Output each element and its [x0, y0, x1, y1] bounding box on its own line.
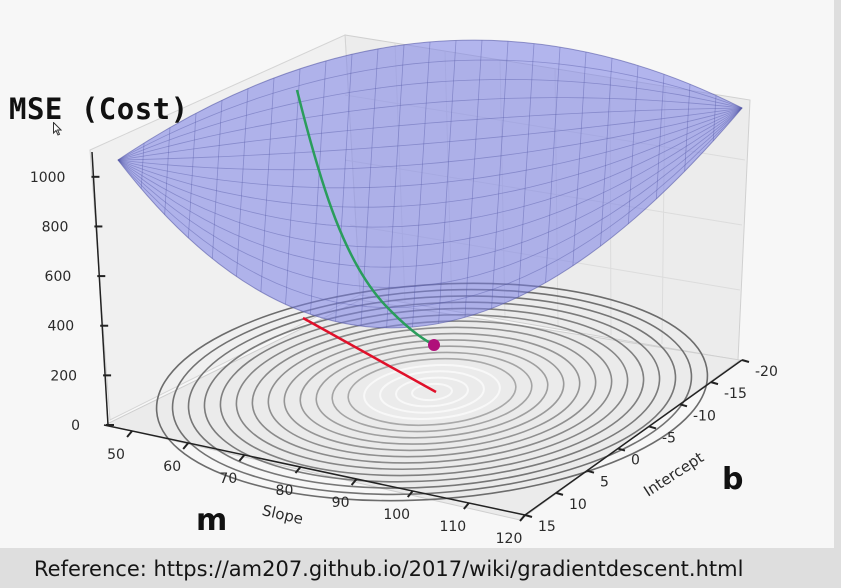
x-tick-label: 80 [276, 483, 294, 499]
surface-grid-line [285, 68, 301, 305]
y-tick-label: 10 [569, 497, 587, 513]
z-tick-label: 0 [71, 418, 80, 434]
x-tick-mark [182, 442, 189, 450]
contour-ring [411, 382, 453, 402]
surface-grid-line [360, 48, 379, 327]
y-tick-label: -10 [693, 408, 716, 424]
x-tick-mark [294, 466, 302, 474]
slope-letter-m: m [196, 503, 227, 538]
surface-grid-line [117, 107, 743, 228]
y-tick-label: 0 [631, 453, 640, 469]
surface-grid-line [187, 113, 197, 238]
x-tick-label: 110 [439, 519, 466, 535]
x-tick-label: 100 [383, 507, 410, 523]
surface-grid-line [545, 47, 561, 283]
z-tick-label: 600 [45, 269, 72, 285]
reference-caption: Reference: https://am207.github.io/2017/… [34, 557, 744, 581]
surface-grid-line [655, 74, 665, 199]
y-tick-label: -5 [662, 430, 676, 446]
surface-grid-line [310, 60, 327, 315]
contour-ring [363, 364, 501, 420]
surface-grid-line [117, 107, 743, 161]
surface-grid-line [117, 107, 743, 189]
surface-grid-line [627, 65, 639, 224]
surface-grid-line [518, 43, 535, 297]
contour-ring [379, 370, 485, 414]
figure-frame: 0 200 400 600 800 1000 50 60 70 80 90 100 110 120 Sl… [0, 0, 834, 548]
surface-grid-line [211, 100, 223, 259]
y-tick-mark [648, 425, 657, 430]
z-tick-label: 200 [50, 368, 77, 384]
y-tick-label: 5 [600, 475, 609, 491]
surface-grid-line [438, 40, 457, 324]
x-tick-mark [126, 430, 133, 438]
z-axis: 0 200 400 600 800 1000 [30, 151, 114, 434]
y-tick-mark [586, 469, 595, 474]
contour-ring [283, 332, 581, 452]
x-tick-mark [406, 490, 414, 498]
z-tick-label: 400 [47, 319, 74, 335]
y-tick-mark [555, 491, 564, 496]
y-tick-mark [524, 514, 533, 518]
surface-grid-line [164, 127, 171, 215]
y-tick-mark [741, 359, 750, 363]
surface-sheet [117, 39, 743, 329]
surface-grid-line [117, 107, 743, 171]
y-tick-label: -20 [755, 364, 778, 380]
z-tick-label: 800 [42, 219, 69, 235]
surface-grid-line [117, 107, 743, 308]
surface-grid-line [600, 58, 613, 247]
x-tick-mark [463, 502, 470, 510]
contour-ring [331, 351, 533, 433]
surface-grid-line [117, 107, 743, 248]
y-tick-mark [710, 381, 719, 386]
z-tick-label: 1000 [30, 170, 66, 186]
surface-wireframe [117, 40, 743, 328]
current-point-marker [428, 339, 440, 351]
contour-ring [267, 326, 597, 458]
surface-grid-line [260, 77, 275, 292]
x-axis: 50 60 70 80 90 100 110 120 Slope [103, 424, 526, 547]
x-tick-label: 120 [496, 531, 523, 547]
x-tick-label: 90 [332, 495, 350, 511]
surface [117, 39, 743, 329]
x-tick-label: 50 [107, 447, 125, 463]
x-tick-mark [238, 454, 246, 462]
surface-grid-line [464, 40, 483, 318]
x-tick-mark [519, 514, 526, 522]
mouse-cursor-icon [53, 122, 62, 136]
surface-grid-line [712, 95, 717, 142]
surface-grid-line [117, 107, 743, 161]
surface-grid-line [412, 41, 431, 328]
x-tick-label: 60 [163, 459, 181, 475]
surface-grid-line [117, 97, 743, 161]
surface-grid-line [117, 107, 743, 288]
gradient-descent-path [295, 89, 435, 347]
surface-grid-line [684, 84, 691, 172]
x-axis-label: Slope [260, 501, 305, 528]
tangent-line [302, 316, 437, 394]
y-tick-label: 15 [538, 519, 556, 535]
surface-grid-line [117, 78, 743, 161]
intercept-letter-b: b [722, 462, 743, 497]
surface-grid-line [572, 51, 587, 266]
surface-grid-line [236, 88, 249, 277]
y-tick-mark [679, 403, 688, 408]
cost-title: MSE (Cost) [9, 92, 189, 126]
y-tick-mark [617, 447, 626, 452]
surface-grid-line [386, 44, 405, 328]
surface-grid-line [117, 107, 743, 208]
surface-grid-line [117, 59, 743, 161]
surface-grid-line [335, 54, 353, 322]
contour-ring [395, 376, 469, 408]
x-tick-label: 70 [219, 471, 237, 487]
surface-grid-line [140, 143, 145, 189]
contour-ring [347, 357, 517, 427]
surface-grid-line [491, 41, 509, 309]
surface-grid-line [117, 107, 743, 268]
y-tick-label: -15 [724, 386, 747, 402]
y-axis-label: Intercept [640, 448, 707, 500]
x-tick-mark [350, 478, 358, 486]
